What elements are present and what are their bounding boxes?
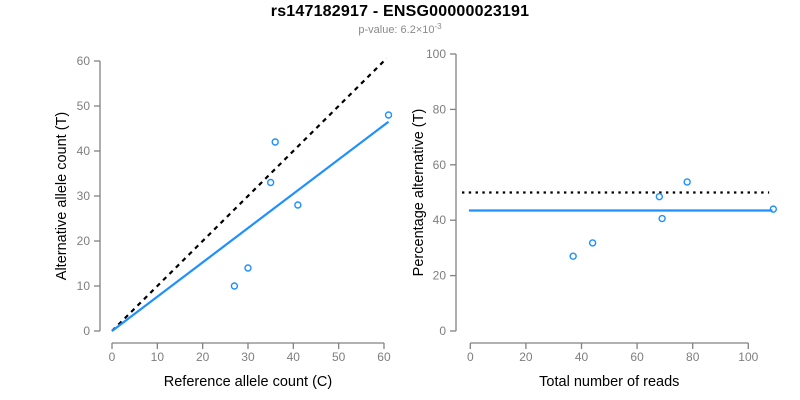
y-axis-title: Percentage alternative (T) xyxy=(411,109,427,277)
pvalue-text: p-value: 6.2×10 xyxy=(358,24,435,36)
y-tick-label: 10 xyxy=(77,279,91,293)
allele-count-scatter: 0 10 20 30 40 50 60 0 10 20 30 40 50 60 Reference alle… xyxy=(54,54,393,390)
x-tick-label: 0 xyxy=(467,350,474,364)
data-point xyxy=(384,111,393,119)
y-tick-label: 40 xyxy=(77,144,91,158)
data-point xyxy=(230,282,239,290)
y-tick-label: 50 xyxy=(77,99,91,113)
x-tick-label: 30 xyxy=(241,350,255,364)
pvalue-subtitle: p-value: 6.2×10-3 xyxy=(0,22,800,36)
data-point xyxy=(588,239,597,247)
y-axis-title: Alternative allele count (T) xyxy=(54,112,70,280)
y-tick-label: 40 xyxy=(433,213,447,227)
percentage-scatter: 0 20 40 60 80 100 0 20 40 60 80 100 Total number of … xyxy=(411,47,778,390)
x-tick-label: 80 xyxy=(686,350,700,364)
data-point xyxy=(655,192,664,201)
x-tick-label: 10 xyxy=(151,350,165,364)
data-point xyxy=(244,264,252,272)
data-point xyxy=(294,201,302,209)
y-tick-label: 100 xyxy=(426,47,446,61)
y-tick-label: 0 xyxy=(439,324,446,338)
page-title: rs147182917 - ENSG00000023191 xyxy=(270,3,530,20)
y-tick-label: 60 xyxy=(433,158,447,172)
x-tick-label: 60 xyxy=(630,350,644,364)
x-tick-label: 40 xyxy=(287,350,301,364)
data-point xyxy=(769,205,778,213)
x-axis-title: Reference allele count (C) xyxy=(164,374,332,390)
x-tick-label: 50 xyxy=(332,350,346,364)
y-tick-label: 30 xyxy=(77,189,91,203)
x-axis-title: Total number of reads xyxy=(539,374,679,390)
y-tick-label: 20 xyxy=(433,269,447,283)
identity-line xyxy=(111,57,388,332)
y-tick-label: 80 xyxy=(433,102,447,116)
y-tick-label: 0 xyxy=(83,324,90,338)
x-tick-label: 40 xyxy=(575,350,589,364)
x-tick-label: 100 xyxy=(738,350,758,364)
data-point xyxy=(683,178,691,186)
y-tick-label: 60 xyxy=(77,54,91,68)
pvalue-exponent: -3 xyxy=(434,22,442,31)
x-tick-label: 20 xyxy=(196,350,210,364)
fit-line xyxy=(111,120,390,332)
x-tick-label: 60 xyxy=(377,350,391,364)
y-tick-label: 20 xyxy=(77,234,91,248)
data-point xyxy=(271,138,279,146)
data-point xyxy=(266,178,275,187)
x-tick-label: 20 xyxy=(519,350,533,364)
data-point xyxy=(569,252,577,260)
data-point xyxy=(658,214,666,223)
x-tick-label: 0 xyxy=(109,350,116,364)
